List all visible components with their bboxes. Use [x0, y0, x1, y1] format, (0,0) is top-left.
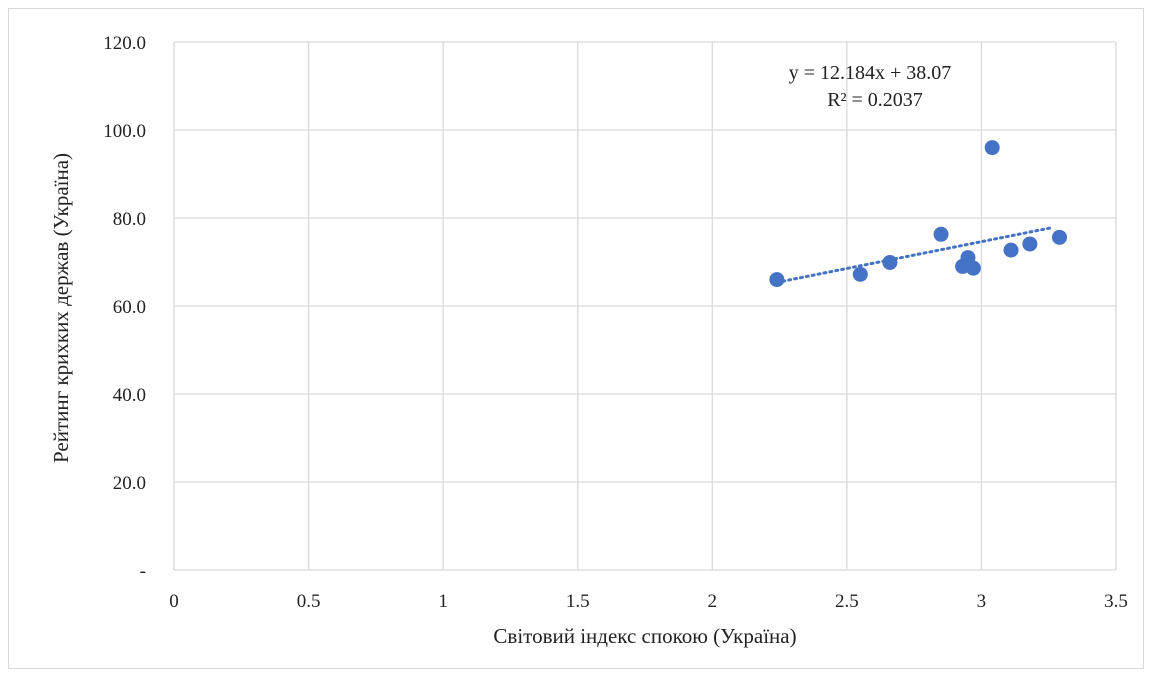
x-tick-label: 2.5: [835, 591, 859, 612]
x-tick-label: 3.5: [1104, 591, 1128, 612]
y-tick-label: 40.0: [113, 385, 146, 406]
data-points: [769, 140, 1067, 288]
x-tick-labels: 0 0.5 1 1.5 2 2.5 3 3.5: [169, 591, 1128, 612]
data-point: [1022, 236, 1038, 252]
data-point: [769, 272, 785, 288]
trendline-group: [775, 226, 1053, 284]
y-tick-label: 20.0: [113, 473, 146, 494]
data-point: [852, 266, 868, 282]
grid-lines: [173, 41, 1117, 571]
trendline-equation: y = 12.184x + 38.07: [789, 62, 952, 84]
x-tick-label: 3: [977, 591, 987, 612]
y-tick-labels: - 20.0 40.0 60.0 80.0 100.0 120.0: [103, 33, 146, 582]
trendline: [775, 226, 1053, 284]
y-tick-label: 120.0: [103, 33, 146, 54]
data-point: [882, 254, 898, 270]
x-tick-label: 0: [169, 591, 179, 612]
x-tick-label: 2: [708, 591, 718, 612]
y-tick-label: 60.0: [113, 297, 146, 318]
data-point: [1003, 242, 1019, 258]
data-point: [1051, 229, 1067, 245]
data-point: [933, 226, 949, 242]
y-tick-label: 100.0: [103, 121, 146, 142]
y-tick-label: -: [140, 561, 146, 582]
y-tick-label: 80.0: [113, 209, 146, 230]
x-tick-label: 1.5: [566, 591, 590, 612]
chart-frame: [8, 8, 1144, 669]
trendline-r-squared: R² = 0.2037: [827, 89, 923, 111]
x-tick-label: 1: [438, 591, 448, 612]
data-point: [965, 260, 981, 276]
data-point: [984, 140, 1000, 156]
x-axis-title: Світовий індекс спокою (Україна): [493, 624, 796, 648]
x-tick-label: 0.5: [297, 591, 321, 612]
y-axis-title: Рейтинг крихких держав (Україна): [49, 153, 73, 463]
